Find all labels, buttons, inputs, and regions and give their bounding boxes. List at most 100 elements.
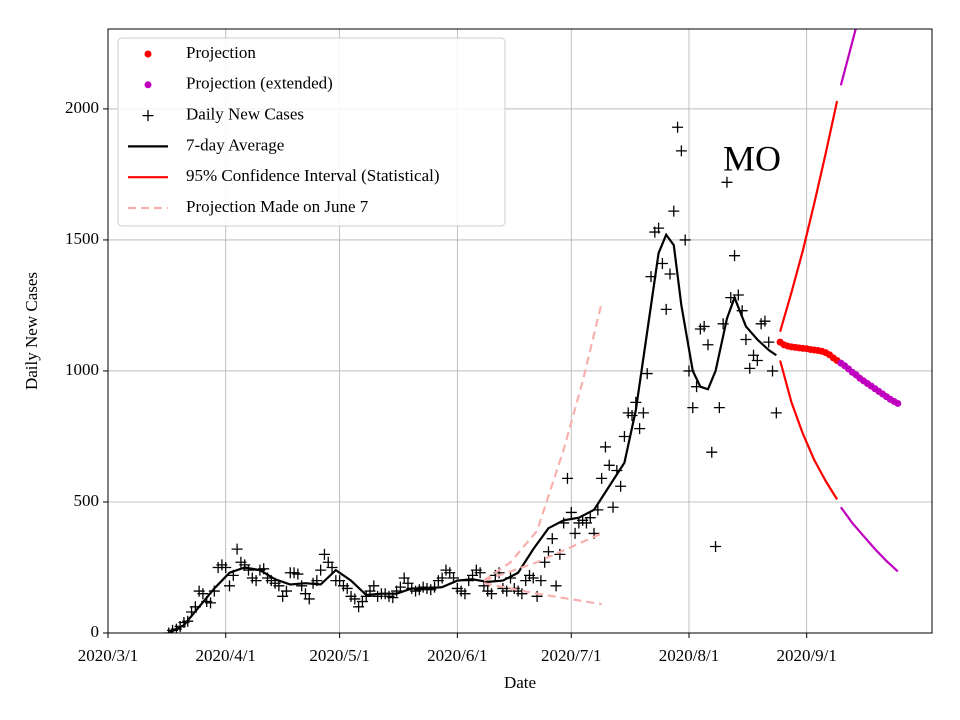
axes: 0 500 1000 1500 2000 2020/3/1 2020/4/1 2020/5/1… [65,98,837,665]
case-point [721,176,733,188]
case-point [250,575,262,587]
case-point [242,564,254,576]
case-point [607,501,619,513]
case-point [341,582,353,594]
case-point [744,362,756,374]
case-point [664,268,676,280]
case-point [550,580,562,592]
legend-marker [144,50,152,58]
series-line [779,100,839,332]
y-tick-label: 1000 [65,360,99,379]
dashed-projection [483,582,602,606]
case-point [634,423,646,435]
case-point [516,588,528,600]
case-point [535,575,547,587]
case-point [197,588,209,600]
case-point [763,336,775,348]
case-point [561,472,573,484]
case-point [394,581,406,593]
case-point [637,407,649,419]
case-point [603,459,615,471]
case-point [224,580,236,592]
x-tick-label: 2020/9/1 [776,646,836,665]
y-axis-label: Daily New Cases [22,272,41,390]
case-point [751,354,763,366]
case-point [672,121,684,133]
x-tick-label: 2020/7/1 [541,646,601,665]
case-point [698,320,710,332]
x-axis-label: Date [504,673,536,692]
case-point [486,588,498,600]
legend-box [117,37,506,227]
case-point [767,365,779,377]
dashed-projection [483,532,603,582]
y-tick-label: 2000 [65,98,99,117]
case-point [729,250,741,262]
case-point [303,593,315,605]
y-tick-label: 0 [91,622,100,641]
annotation: MO [723,138,781,178]
series-line [168,232,777,633]
case-point [569,527,581,539]
case-point [584,512,596,524]
x-tick-label: 2020/6/1 [427,646,487,665]
x-tick-label: 2020/3/1 [78,646,138,665]
plot-area [163,29,902,633]
case-point [554,548,566,560]
x-tick-label: 2020/4/1 [195,646,255,665]
case-point [641,368,653,380]
y-tick-label: 500 [74,491,100,510]
case-point [618,430,630,442]
case-point [656,258,668,270]
series-line [839,29,857,86]
dashed-projection [483,302,603,582]
legend-label: Daily New Cases [186,105,304,124]
case-point [501,585,513,597]
case-point [280,585,292,597]
legend-marker [144,81,152,89]
legend-label: Projection (extended) [186,74,333,93]
legend: Projection Projection (extended) Daily New… [117,37,506,227]
x-tick-label: 2020/5/1 [309,646,369,665]
case-point [205,597,217,609]
case-point [459,588,471,600]
case-point [436,572,448,584]
series-line [779,360,839,500]
case-point [759,315,771,327]
case-point [653,222,665,234]
legend-label: 7-day Average [186,135,284,154]
case-point [273,580,285,592]
case-point [687,402,699,414]
case-point [368,580,380,592]
legend-marker [142,110,154,122]
case-point [220,561,232,573]
case-point [349,593,361,605]
case-point [706,446,718,458]
case-point [231,543,243,555]
case-point [565,506,577,518]
case-point [542,546,554,558]
legend-label: Projection Made on June 7 [186,197,369,216]
case-point [599,441,611,453]
case-point [292,568,304,580]
case-point [315,564,327,576]
case-point [710,541,722,553]
x-tick-label: 2020/8/1 [659,646,719,665]
series-line [839,506,899,573]
case-point [660,303,672,315]
case-point [527,572,539,584]
projection-point [894,399,902,407]
legend-label: Projection [186,43,256,62]
case-point [740,334,752,346]
case-point [615,480,627,492]
case-point [296,580,308,592]
case-point [596,472,608,484]
y-tick-label: 1500 [65,229,99,248]
plot-frame [107,28,933,634]
legend-label: 95% Confidence Interval (Statistical) [186,166,440,185]
case-point [326,561,338,573]
case-point [702,339,714,351]
case-point [713,402,725,414]
case-point [679,234,691,246]
